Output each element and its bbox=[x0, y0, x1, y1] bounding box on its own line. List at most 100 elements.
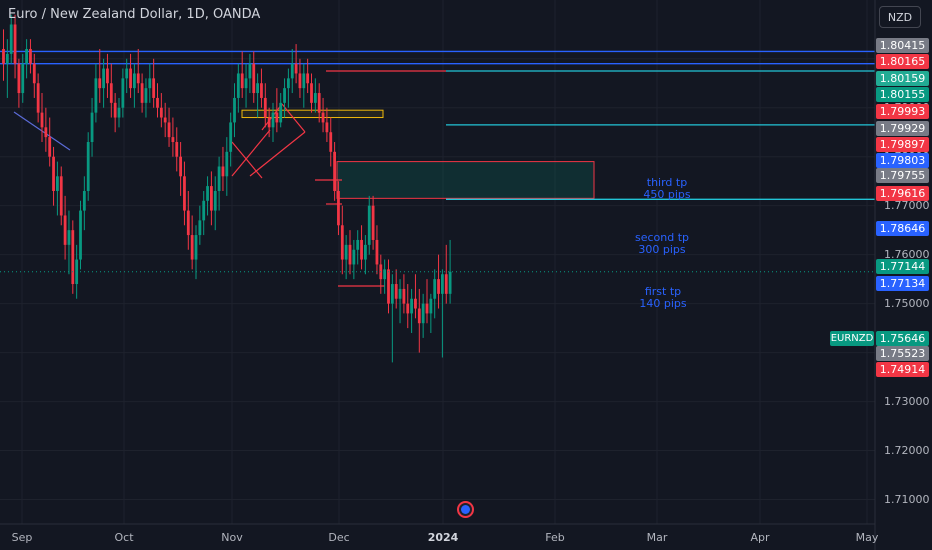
go-to-realtime-button[interactable] bbox=[457, 501, 474, 518]
candle-body bbox=[133, 73, 136, 89]
candle-body bbox=[13, 24, 17, 64]
candle-body bbox=[167, 122, 171, 138]
trendline bbox=[231, 129, 271, 177]
candle-body bbox=[275, 112, 279, 123]
price-tag: 1.74914 bbox=[876, 362, 929, 377]
price-tick-label: 1.75000 bbox=[884, 296, 930, 310]
candle-body bbox=[48, 137, 52, 157]
candle-body bbox=[79, 210, 82, 260]
candle-body bbox=[52, 156, 55, 191]
candle-body bbox=[59, 176, 63, 216]
consolidation-box bbox=[241, 109, 384, 119]
candle-body bbox=[429, 298, 433, 314]
candle-body bbox=[337, 190, 340, 226]
candle-body bbox=[302, 73, 306, 89]
candle-body bbox=[313, 93, 317, 103]
time-tick-label: 2024 bbox=[427, 531, 459, 544]
candle-body bbox=[390, 284, 394, 304]
price-tick-label: 1.71000 bbox=[884, 492, 930, 506]
candles-layer bbox=[2, 14, 452, 363]
symbol-tag: EURNZD bbox=[830, 331, 874, 346]
candle-body bbox=[202, 200, 206, 221]
candle-body bbox=[136, 73, 140, 84]
candle-body bbox=[263, 97, 267, 118]
candle-body bbox=[98, 78, 102, 89]
trendline bbox=[231, 141, 263, 179]
annotation-first-tp-pips: 140 pips bbox=[639, 297, 687, 310]
candle-body bbox=[441, 274, 444, 294]
price-tag: 1.77144 bbox=[876, 259, 929, 274]
candle-body bbox=[86, 142, 90, 191]
price-tag: 1.80159 bbox=[876, 71, 929, 86]
supply-zone bbox=[336, 161, 595, 199]
candle-body bbox=[340, 225, 344, 260]
candle-body bbox=[406, 303, 410, 314]
candle-body bbox=[17, 63, 21, 94]
chart-title: Euro / New Zealand Dollar, 1D, OANDA bbox=[8, 7, 261, 22]
candle-body bbox=[356, 239, 360, 250]
candle-body bbox=[294, 63, 298, 74]
candle-body bbox=[186, 210, 190, 236]
candle-body bbox=[367, 205, 371, 245]
price-tag: 1.80165 bbox=[876, 54, 929, 69]
candle-body bbox=[448, 271, 452, 294]
candle-body bbox=[425, 303, 429, 314]
candle-body bbox=[325, 122, 329, 133]
price-tick-label: 1.77000 bbox=[884, 198, 930, 212]
candle-body bbox=[360, 239, 363, 260]
candle-body bbox=[40, 112, 44, 128]
candle-body bbox=[417, 308, 421, 324]
candle-body bbox=[171, 137, 175, 143]
annotation-third-tp: third tp 450 pips bbox=[643, 177, 690, 201]
currency-button[interactable]: NZD bbox=[879, 6, 921, 28]
candle-body bbox=[244, 78, 248, 89]
price-tag: 1.80155 bbox=[876, 87, 929, 102]
candle-body bbox=[306, 73, 310, 84]
candle-body bbox=[183, 176, 186, 211]
candle-body bbox=[375, 239, 379, 265]
price-tag: 1.77134 bbox=[876, 276, 929, 291]
candle-body bbox=[236, 73, 240, 98]
time-tick-label: Oct bbox=[114, 531, 134, 544]
time-tick-label: Feb bbox=[545, 531, 565, 544]
time-tick-label: Dec bbox=[328, 531, 350, 544]
candle-body bbox=[5, 53, 9, 64]
candle-body bbox=[333, 151, 336, 191]
candle-body bbox=[63, 215, 67, 245]
candle-body bbox=[279, 102, 283, 123]
candle-body bbox=[21, 63, 25, 94]
price-tag: 1.79755 bbox=[876, 168, 929, 183]
candle-body bbox=[213, 190, 217, 211]
candle-body bbox=[106, 68, 109, 84]
time-tick-label: Nov bbox=[221, 531, 243, 544]
price-tick-label: 1.72000 bbox=[884, 443, 930, 457]
candle-body bbox=[364, 244, 367, 260]
candle-body bbox=[229, 122, 233, 152]
candle-body bbox=[25, 48, 28, 64]
time-tick-label: May bbox=[855, 531, 879, 544]
horizontal-lines-layer bbox=[0, 50, 875, 200]
candle-body bbox=[410, 298, 413, 314]
candle-body bbox=[210, 186, 213, 211]
candle-body bbox=[414, 298, 417, 309]
time-tick-label: Sep bbox=[11, 531, 33, 544]
price-tag: 1.79803 bbox=[876, 153, 929, 168]
price-tag: 1.80415 bbox=[876, 38, 929, 53]
candle-body bbox=[271, 112, 275, 128]
candle-body bbox=[344, 244, 348, 260]
annotation-second-tp-title: second tp bbox=[634, 231, 690, 244]
candle-body bbox=[371, 205, 375, 240]
candle-body bbox=[32, 63, 36, 84]
price-tag: 1.79897 bbox=[876, 137, 929, 152]
candle-body bbox=[56, 176, 59, 191]
candle-body bbox=[437, 279, 440, 294]
candle-body bbox=[240, 73, 244, 89]
candle-body bbox=[29, 48, 32, 64]
candle-body bbox=[109, 83, 113, 103]
time-tick-label: Apr bbox=[750, 531, 770, 544]
candle-body bbox=[144, 88, 148, 103]
candle-body bbox=[129, 68, 132, 89]
price-tick-label: 1.73000 bbox=[884, 394, 930, 408]
candle-body bbox=[140, 83, 144, 103]
